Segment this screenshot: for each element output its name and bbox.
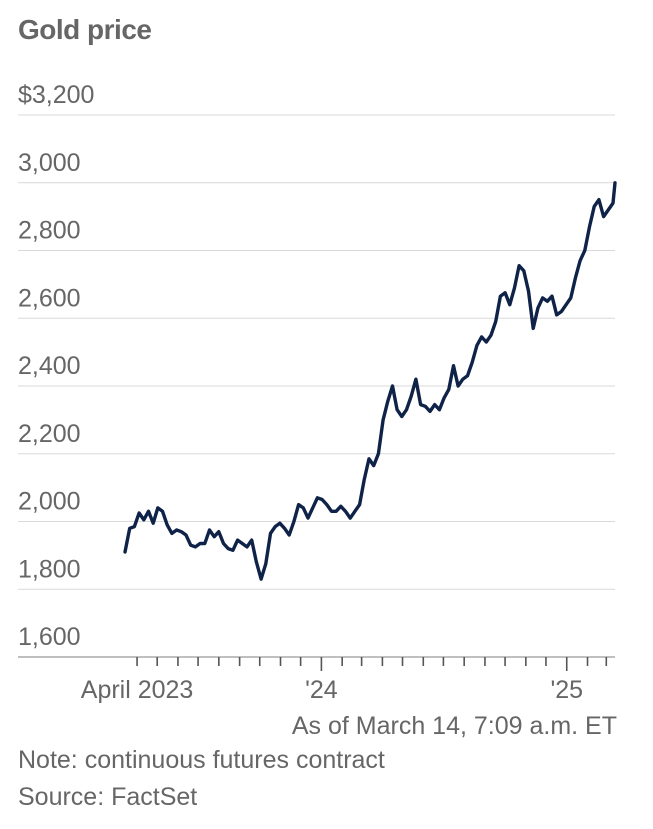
x-axis <box>18 656 615 671</box>
y-tick-label: 1,800 <box>18 555 81 583</box>
grid-lines <box>18 114 615 590</box>
y-tick-label: 2,000 <box>18 488 81 516</box>
y-tick-label: 1,600 <box>18 623 81 651</box>
chart-source: Source: FactSet <box>18 783 198 811</box>
y-tick-label: 2,600 <box>18 284 81 312</box>
gold-price-line <box>123 181 617 581</box>
y-tick-label: 3,000 <box>18 149 81 177</box>
y-axis-labels: 1,600 1,800 2,000 2,200 2,400 2,600 2,800 3,000… <box>18 81 94 651</box>
y-tick-label: 2,200 <box>18 420 81 448</box>
chart-title: Gold price <box>18 14 152 45</box>
chart-note: Note: continuous futures contract <box>18 746 385 774</box>
gold-price-chart: 1,600 1,800 2,000 2,200 2,400 2,600 2,800 3,000… <box>18 81 617 704</box>
as-of-timestamp: As of March 14, 7:09 a.m. ET <box>291 712 617 740</box>
y-tick-label: 2,800 <box>18 217 81 245</box>
x-axis-labels: April 2023 '24 '25 <box>81 676 583 704</box>
y-tick-label: $3,200 <box>18 81 94 109</box>
x-tick-label: April 2023 <box>81 676 194 704</box>
price-line-layer <box>123 181 617 581</box>
x-tick-label: '24 <box>305 676 338 704</box>
x-tick-label: '25 <box>550 676 583 704</box>
y-tick-label: 2,400 <box>18 352 81 380</box>
